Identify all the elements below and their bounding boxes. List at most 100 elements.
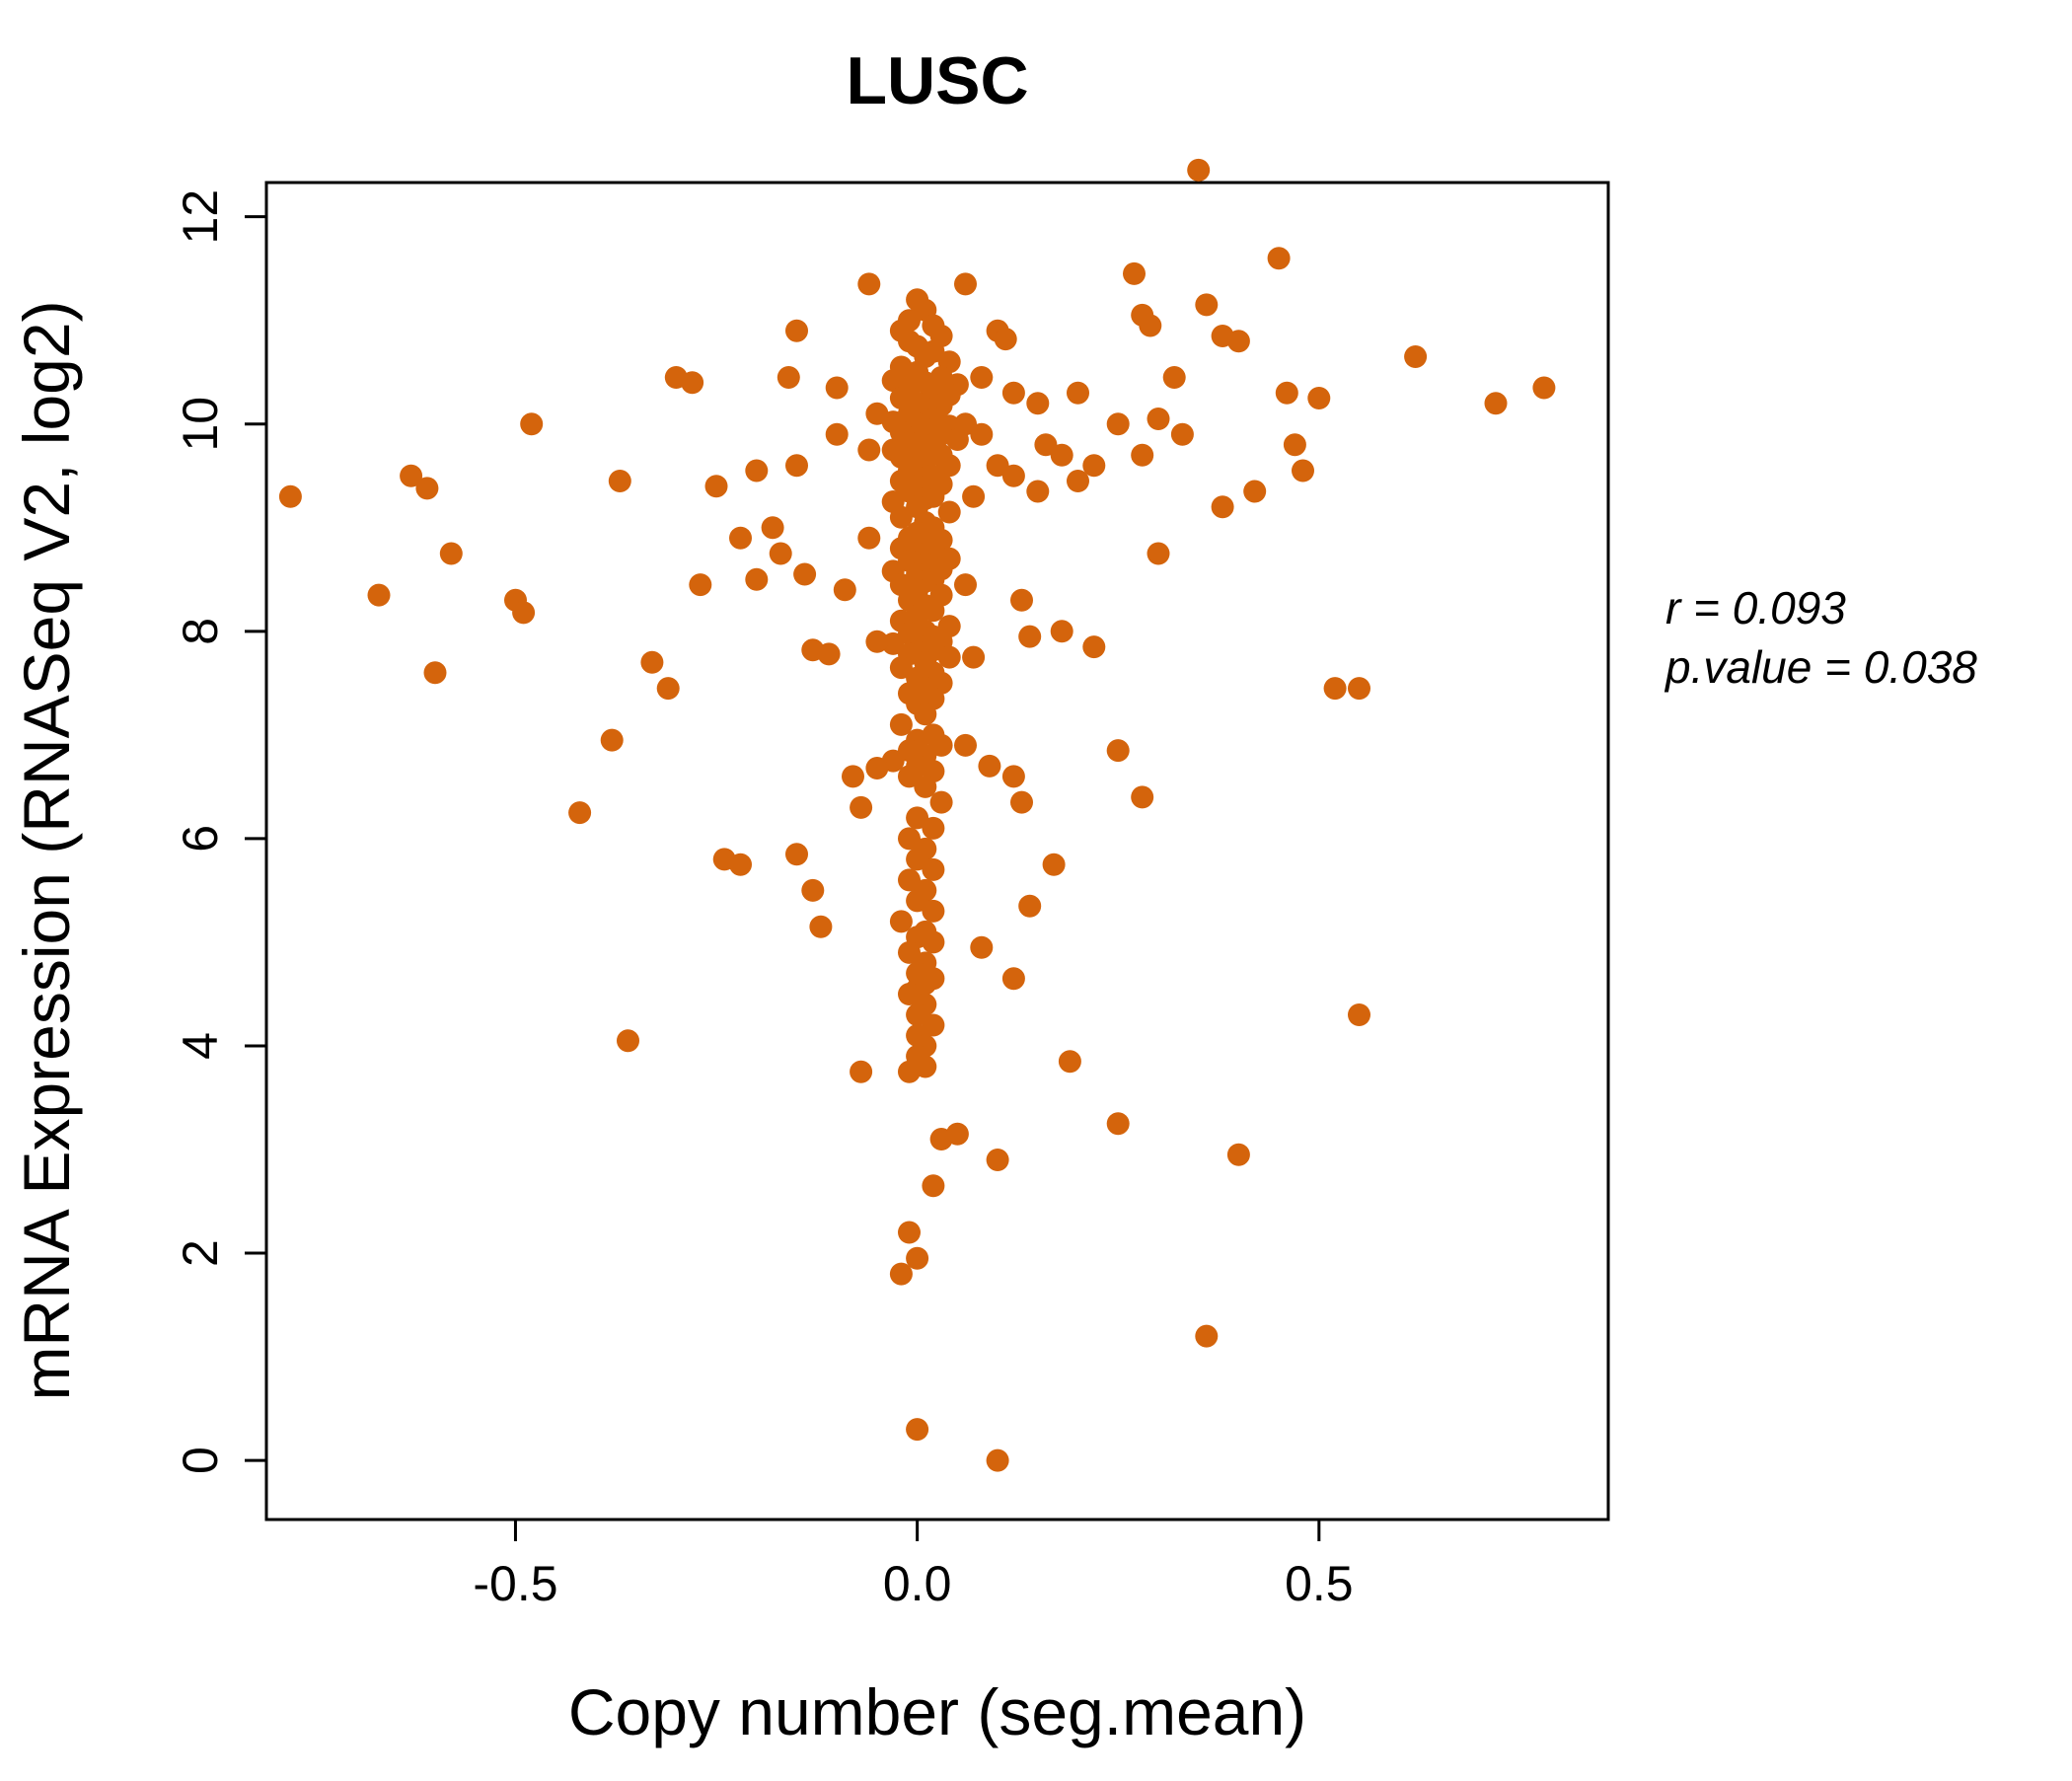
data-point — [889, 910, 913, 933]
data-point — [865, 630, 889, 653]
data-point — [889, 1262, 913, 1286]
data-point — [1131, 785, 1154, 809]
data-point — [1067, 381, 1089, 405]
data-point — [929, 790, 953, 814]
data-point — [1162, 366, 1186, 389]
data-point — [865, 402, 889, 425]
data-point — [761, 516, 784, 540]
data-point — [1018, 894, 1042, 918]
data-point — [1348, 677, 1370, 701]
data-point — [278, 484, 302, 508]
data-point — [400, 464, 423, 487]
data-point — [857, 438, 881, 462]
data-point — [785, 843, 808, 866]
x-tick-label: 0.0 — [883, 1556, 952, 1611]
y-tick-label: 6 — [173, 825, 228, 853]
data-point — [970, 422, 994, 446]
data-point — [1226, 1143, 1250, 1166]
data-point — [1267, 247, 1291, 270]
data-point — [367, 583, 391, 607]
data-point — [745, 567, 769, 591]
data-point — [617, 1029, 639, 1053]
data-point — [681, 371, 704, 395]
data-point — [801, 878, 825, 902]
data-point — [1195, 1324, 1219, 1348]
data-point — [937, 454, 961, 478]
plot-border — [264, 181, 1610, 1521]
y-tick-label: 10 — [173, 397, 228, 452]
data-point — [1139, 314, 1162, 337]
data-point — [1082, 635, 1106, 659]
data-point — [656, 677, 680, 701]
data-point — [970, 366, 994, 389]
data-point — [729, 853, 752, 876]
data-point — [906, 1246, 929, 1270]
y-tick-label: 8 — [173, 618, 228, 645]
data-point — [809, 915, 833, 938]
data-point — [1058, 1050, 1081, 1074]
data-point — [954, 272, 977, 296]
x-tick-label: -0.5 — [473, 1556, 557, 1611]
data-point — [745, 459, 769, 482]
data-point — [898, 983, 921, 1005]
data-point — [1131, 443, 1154, 467]
data-point — [520, 412, 544, 436]
data-point — [857, 272, 881, 296]
data-point — [817, 642, 841, 666]
data-point — [704, 475, 728, 498]
data-point — [906, 1418, 929, 1442]
data-point — [1404, 345, 1428, 368]
data-point — [1106, 1112, 1130, 1136]
data-point — [1123, 261, 1146, 285]
data-point — [689, 573, 712, 597]
data-point — [785, 454, 808, 478]
data-point — [439, 542, 463, 565]
data-point — [1195, 293, 1219, 317]
data-point — [1034, 433, 1058, 457]
data-point — [929, 733, 953, 757]
data-point — [1283, 433, 1306, 457]
data-point — [1532, 376, 1556, 400]
data-point — [1050, 443, 1073, 467]
y-axis-label: mRNA Expression (RNASeq V2, log2) — [10, 300, 83, 1400]
data-point — [954, 573, 977, 597]
data-point — [1147, 542, 1170, 565]
data-point — [600, 728, 624, 752]
x-tick-label: 0.5 — [1285, 1556, 1354, 1611]
data-point — [922, 1013, 945, 1037]
data-point — [922, 930, 945, 954]
data-point — [1243, 480, 1267, 503]
data-point — [1484, 392, 1508, 415]
data-point — [833, 578, 856, 602]
data-point — [994, 328, 1017, 351]
x-axis-label: Copy number (seg.mean) — [568, 1675, 1306, 1748]
data-point — [898, 827, 921, 851]
data-point — [1010, 588, 1033, 612]
data-point — [512, 601, 536, 625]
data-point — [1292, 459, 1314, 482]
y-tick-label: 2 — [173, 1239, 228, 1267]
data-point — [922, 1174, 945, 1198]
data-point — [1307, 387, 1331, 409]
data-point — [922, 899, 945, 923]
data-point — [906, 889, 929, 913]
data-point — [640, 650, 664, 674]
data-point — [865, 757, 889, 779]
data-point — [986, 1448, 1009, 1472]
data-point — [1001, 967, 1025, 991]
data-point — [1348, 1003, 1370, 1026]
data-point — [898, 940, 921, 964]
data-point — [914, 775, 937, 798]
data-point — [922, 857, 945, 881]
data-point — [1211, 495, 1234, 519]
y-tick-label: 0 — [173, 1447, 228, 1474]
data-point — [1067, 470, 1089, 492]
data-point — [922, 816, 945, 840]
data-point — [906, 806, 929, 830]
data-point — [1106, 739, 1130, 763]
plot-area: -0.5 0.0 0.5 0 2 4 6 8 10 12 — [173, 158, 1610, 1611]
data-point — [423, 661, 447, 685]
annotation-p-value: p.value = 0.038 — [1664, 641, 1977, 693]
data-point — [954, 412, 977, 436]
